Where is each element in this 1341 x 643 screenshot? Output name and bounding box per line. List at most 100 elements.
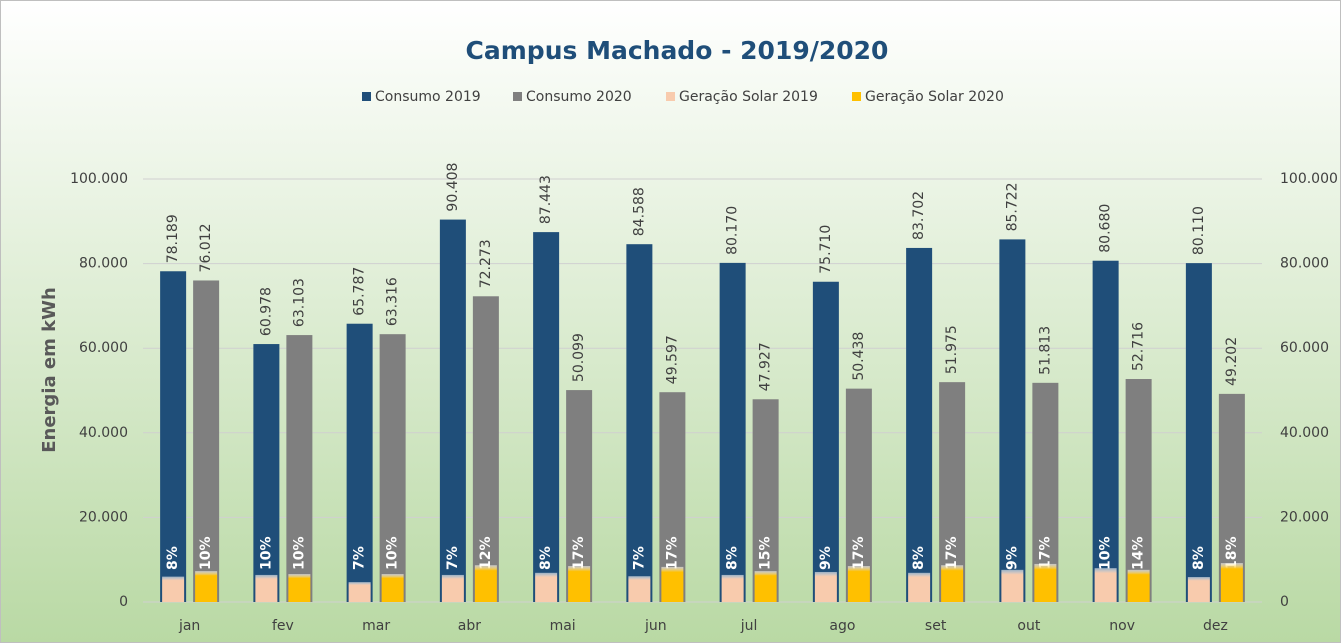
legend-swatch	[666, 92, 675, 101]
solar-bar	[1127, 569, 1150, 602]
bar	[719, 262, 746, 602]
value-label: 47.927	[758, 342, 774, 391]
legend-label: Consumo 2019	[375, 89, 481, 105]
y-tick-label: 60.000	[79, 340, 128, 356]
y2-tick-label: 60.000	[1280, 340, 1329, 356]
solar-bar	[1001, 569, 1024, 602]
share-label: 10%	[258, 536, 274, 570]
legend-label: Geração Solar 2019	[679, 89, 818, 105]
bar	[906, 247, 933, 602]
share-label: 7%	[445, 546, 461, 570]
value-label: 85.722	[1004, 182, 1020, 231]
share-label: 10%	[198, 536, 214, 570]
value-label: 72.273	[478, 239, 494, 288]
y2-tick-label: 80.000	[1280, 256, 1329, 272]
y2-tick-label: 100.000	[1280, 171, 1338, 187]
solar-bar	[474, 565, 497, 602]
x-tick-label: jan	[178, 618, 200, 634]
y2-tick-label: 40.000	[1280, 425, 1329, 441]
share-label: 17%	[944, 536, 960, 570]
x-tick-label: jul	[740, 618, 758, 634]
bar	[286, 335, 313, 602]
x-tick-label: mai	[550, 618, 576, 634]
value-label: 51.813	[1037, 326, 1053, 375]
value-label: 80.170	[725, 206, 741, 255]
share-label: 8%	[911, 546, 927, 570]
solar-bar	[195, 571, 218, 602]
legend-label: Consumo 2020	[526, 89, 632, 105]
value-label: 60.978	[258, 287, 274, 336]
share-label: 12%	[478, 536, 494, 570]
solar-bar	[441, 574, 464, 602]
x-tick-label: abr	[458, 618, 481, 634]
bar	[379, 334, 406, 602]
value-label: 90.408	[445, 163, 461, 212]
value-label: 51.975	[944, 325, 960, 374]
x-tick-label: jun	[644, 618, 667, 634]
bar	[533, 232, 560, 603]
solar-bar	[814, 571, 837, 602]
x-tick-label: mar	[362, 618, 390, 634]
y-axis-label: Energia em kWh	[39, 287, 60, 453]
share-label: 10%	[291, 536, 307, 570]
bar	[999, 239, 1026, 602]
bar	[752, 399, 779, 602]
y2-tick-label: 20.000	[1280, 509, 1329, 525]
value-label: 75.710	[818, 225, 834, 274]
share-label: 17%	[664, 536, 680, 570]
value-label: 50.099	[571, 333, 587, 382]
share-label: 7%	[352, 546, 368, 570]
y-tick-label: 20.000	[79, 509, 128, 525]
solar-bar	[381, 574, 404, 602]
solar-bar	[628, 576, 651, 602]
bar	[160, 271, 187, 602]
share-label: 17%	[1037, 536, 1053, 570]
solar-bar	[535, 572, 558, 602]
solar-bar	[348, 582, 371, 602]
share-label: 18%	[1224, 536, 1240, 570]
legend-swatch	[513, 92, 522, 101]
value-label: 63.103	[291, 278, 307, 327]
value-label: 52.716	[1131, 322, 1147, 371]
legend-swatch	[362, 92, 371, 101]
value-label: 80.110	[1191, 206, 1207, 255]
bar	[1185, 263, 1212, 602]
y-tick-label: 40.000	[79, 425, 128, 441]
y-tick-label: 0	[119, 594, 128, 610]
share-label: 8%	[538, 546, 554, 570]
share-label: 10%	[385, 536, 401, 570]
share-label: 9%	[1004, 546, 1020, 570]
value-label: 76.012	[198, 223, 214, 272]
share-label: 14%	[1131, 536, 1147, 570]
bar	[193, 280, 220, 602]
solar-bar	[754, 571, 777, 602]
value-label: 87.443	[538, 175, 554, 224]
solar-bar	[661, 566, 684, 602]
solar-bar	[908, 572, 931, 602]
x-tick-label: dez	[1203, 618, 1228, 634]
y-tick-label: 80.000	[79, 256, 128, 272]
bar	[1125, 379, 1152, 602]
x-tick-label: out	[1017, 618, 1040, 634]
value-label: 50.438	[851, 332, 867, 381]
y-tick-label: 100.000	[70, 171, 128, 187]
value-label: 63.316	[385, 277, 401, 326]
value-label: 49.202	[1224, 337, 1240, 386]
share-label: 8%	[1191, 546, 1207, 570]
solar-bar	[568, 566, 591, 602]
share-label: 9%	[818, 546, 834, 570]
solar-bar	[1220, 563, 1243, 602]
legend-label: Geração Solar 2020	[865, 89, 1004, 105]
legend-swatch	[852, 92, 861, 101]
value-label: 80.680	[1098, 204, 1114, 253]
bar	[346, 323, 373, 602]
chart-title: Campus Machado - 2019/2020	[466, 36, 889, 65]
solar-bar	[255, 574, 278, 602]
share-label: 17%	[571, 536, 587, 570]
value-label: 83.702	[911, 191, 927, 240]
solar-bar	[721, 574, 744, 602]
x-tick-label: nov	[1109, 618, 1135, 634]
share-label: 8%	[165, 546, 181, 570]
